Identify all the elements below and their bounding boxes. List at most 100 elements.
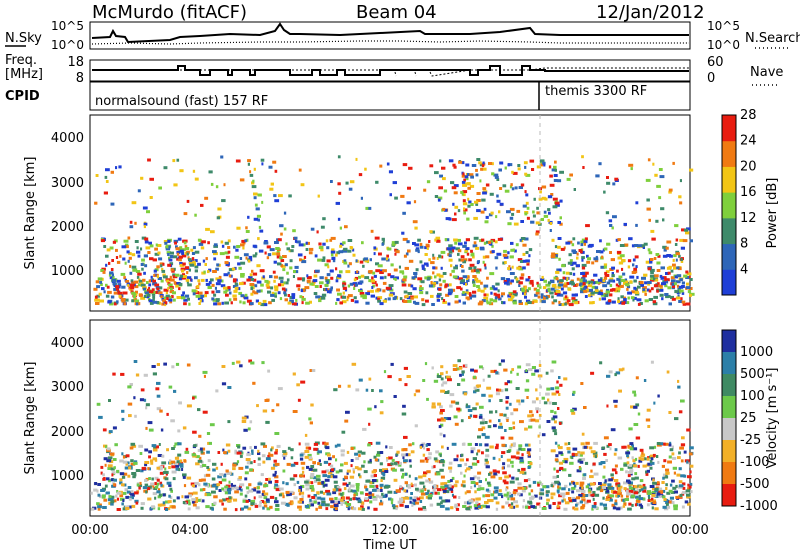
velocity-cell [478, 443, 483, 447]
velocity-cell [368, 491, 372, 495]
power-cell [172, 159, 176, 163]
velocity-cell [590, 469, 593, 473]
velocity-cell [352, 470, 355, 474]
velocity-cell [633, 491, 639, 495]
power-cell [158, 291, 163, 295]
power-cell [148, 283, 152, 287]
velocity-cell [200, 450, 204, 454]
velocity-cell [217, 451, 221, 454]
velocity-cell [367, 460, 372, 464]
velocity-cell [114, 443, 118, 447]
velocity-cell [199, 488, 204, 492]
power-cell [668, 294, 671, 298]
power-cell [110, 295, 115, 299]
power-cell [597, 278, 602, 282]
velocity-cell [212, 462, 217, 466]
power-cell [657, 254, 661, 258]
velocity-cell [240, 507, 244, 511]
velocity-cell [547, 398, 550, 402]
velocity-cell [181, 495, 184, 499]
velocity-cell [501, 451, 506, 455]
power-cell [548, 211, 551, 215]
power-cell [133, 280, 139, 284]
power-cell [652, 300, 657, 304]
power-cell [284, 263, 288, 267]
power-cell [451, 218, 457, 222]
velocity-cell [558, 461, 564, 465]
velocity-cell [509, 380, 513, 384]
power-cell [94, 298, 100, 302]
velocity-cell [392, 506, 396, 510]
velocity-cell [309, 456, 313, 460]
velocity-cell [402, 404, 406, 408]
velocity-cell [517, 486, 523, 490]
velocity-cell [245, 499, 249, 503]
velocity-cell [556, 475, 559, 478]
velocity-cell [276, 403, 280, 407]
power-cell [267, 280, 271, 284]
velocity-cell [441, 383, 444, 387]
velocity-cell [487, 425, 492, 429]
power-cell [526, 216, 530, 220]
velocity-cell [199, 447, 203, 451]
power-cell [211, 297, 215, 301]
power-cell [665, 295, 670, 299]
velocity-colorbar-swatch [722, 374, 736, 397]
velocity-cell [386, 468, 388, 472]
power-cell [616, 277, 621, 281]
velocity-cell [661, 464, 665, 468]
power-cell [670, 279, 676, 283]
power-cell [525, 251, 529, 254]
power-cell [439, 283, 443, 287]
power-cell [561, 264, 566, 268]
velocity-cell [425, 443, 428, 447]
power-cell [319, 276, 324, 280]
power-cell [95, 302, 100, 305]
velocity-cell [335, 500, 338, 504]
power-cell [390, 263, 394, 267]
power-cell [228, 268, 234, 272]
power-cell [457, 249, 462, 253]
velocity-cell [159, 481, 163, 485]
power-cell [499, 161, 504, 165]
velocity-cell [249, 446, 252, 450]
velocity-cell [662, 473, 666, 477]
power-cell [188, 268, 191, 272]
power-cell [476, 192, 481, 195]
velocity-cell [101, 495, 106, 499]
power-cell [234, 282, 238, 286]
velocity-cell [611, 468, 617, 472]
power-cell [517, 258, 523, 262]
velocity-cell [461, 378, 466, 382]
power-cell [248, 258, 253, 262]
velocity-cell [263, 496, 268, 500]
power-cell [391, 242, 396, 246]
power-cell [609, 277, 614, 281]
velocity-cell [402, 448, 408, 452]
power-cell [511, 212, 515, 216]
velocity-cell [116, 469, 120, 473]
velocity-cell [322, 441, 326, 445]
power-cell [473, 241, 477, 245]
power-cell [230, 301, 233, 305]
velocity-cell [181, 468, 184, 471]
power-cell [671, 282, 675, 286]
velocity-cell [379, 483, 384, 487]
power-cell [447, 292, 452, 296]
power-cell [478, 161, 482, 165]
velocity-cell [525, 363, 531, 367]
power-cell [103, 245, 107, 248]
power-cell [634, 244, 639, 247]
power-cell [615, 283, 619, 287]
velocity-cell [431, 366, 434, 370]
velocity-cell [689, 446, 694, 450]
power-cell [338, 250, 344, 254]
power-cell [325, 239, 329, 243]
power-cell [484, 293, 489, 297]
power-cell [272, 292, 277, 296]
velocity-cell [539, 385, 542, 389]
velocity-cell [162, 493, 166, 497]
velocity-cell [495, 410, 498, 414]
power-cell [467, 197, 470, 201]
power-cell [621, 267, 624, 271]
